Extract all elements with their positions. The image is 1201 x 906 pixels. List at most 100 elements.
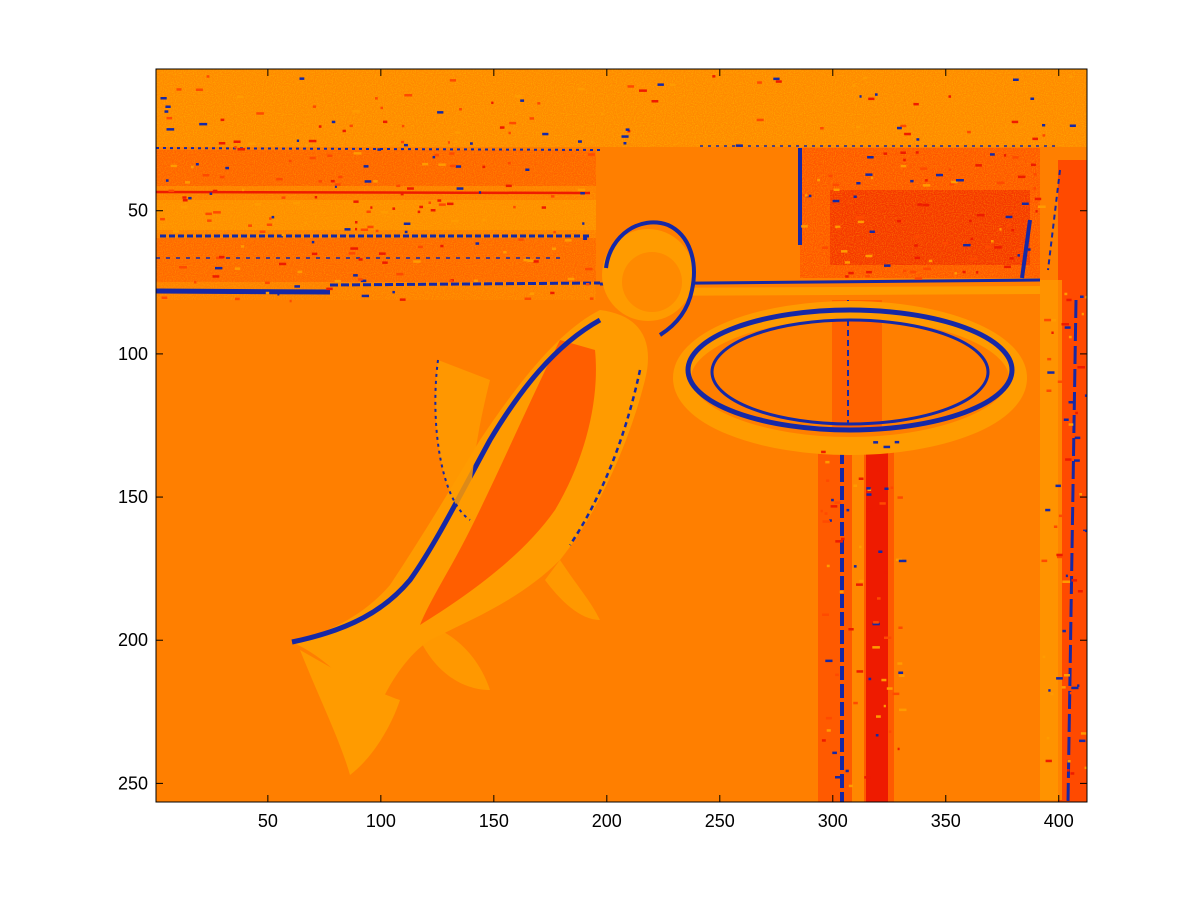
speckle (888, 730, 892, 733)
speckle (917, 203, 923, 206)
speckle (840, 537, 845, 541)
speckle (491, 101, 494, 105)
speckle (884, 487, 889, 490)
speckle (518, 238, 524, 241)
speckle (404, 143, 408, 147)
speckle (856, 182, 861, 185)
speckle (877, 470, 880, 473)
speckle (459, 108, 462, 111)
speckle (853, 565, 857, 568)
speckle (161, 296, 168, 299)
y-tick-label: 150 (118, 487, 148, 507)
speckle (923, 267, 931, 271)
speckle (185, 181, 190, 184)
speckle (1079, 531, 1085, 534)
shelf-edge-blue-6 (156, 190, 591, 195)
speckle (1047, 371, 1055, 374)
speckle (1064, 292, 1068, 296)
speckle (403, 222, 411, 225)
speckle (1056, 553, 1063, 557)
speckle (381, 211, 389, 214)
speckle (350, 247, 359, 250)
speckle (364, 180, 372, 183)
fish-tail (300, 650, 400, 775)
speckle (835, 776, 842, 779)
speckle (898, 674, 905, 677)
speckle (499, 126, 505, 129)
speckle (925, 179, 928, 182)
speckle (578, 140, 582, 143)
speckle (976, 214, 985, 217)
speckle (318, 180, 322, 183)
speckle (1031, 163, 1036, 167)
speckle (825, 716, 832, 720)
speckle (991, 240, 994, 243)
speckle (360, 279, 367, 283)
speckle (1077, 684, 1080, 687)
fish-pectoral-fin (545, 560, 600, 620)
speckle (165, 179, 169, 182)
speckle (529, 292, 535, 296)
speckle (853, 701, 858, 705)
speckle (305, 144, 308, 147)
speckle (309, 156, 316, 160)
speckle (883, 445, 891, 449)
speckle (288, 159, 292, 163)
speckle (219, 255, 225, 259)
speckle (1044, 318, 1052, 322)
speckle (209, 192, 213, 195)
speckle (900, 124, 907, 128)
speckle (865, 274, 870, 278)
speckle (430, 209, 436, 212)
speckle (553, 230, 556, 234)
ring-outer (685, 307, 1015, 433)
speckle (970, 237, 973, 241)
speckle (627, 85, 634, 88)
speckle (205, 212, 212, 216)
speckle (225, 166, 229, 170)
speckle (801, 225, 808, 228)
speckle (866, 487, 871, 490)
speckle (1046, 736, 1050, 740)
speckle (523, 258, 529, 262)
speckle (1034, 197, 1042, 201)
speckle (894, 440, 900, 444)
speckle (1021, 202, 1029, 205)
top-noise (156, 69, 1087, 147)
speckle (358, 278, 363, 281)
speckle (220, 118, 225, 122)
speckle (583, 237, 588, 240)
speckle (269, 217, 272, 220)
speckle (825, 659, 833, 663)
speckle (550, 195, 555, 198)
speckle (1062, 629, 1066, 633)
speckle (920, 167, 928, 170)
speckle (212, 275, 220, 278)
speckle (824, 512, 828, 515)
speckle (903, 269, 907, 273)
speckle (160, 217, 165, 221)
speckle (509, 121, 517, 125)
speckle (1079, 493, 1082, 496)
speckle (505, 184, 512, 188)
speckle (1079, 739, 1086, 743)
speckle (868, 97, 875, 101)
speckle (449, 164, 456, 168)
speckle (669, 83, 676, 87)
speckle (213, 211, 221, 214)
speckle (856, 125, 861, 129)
speckle (866, 508, 873, 512)
speckle (876, 715, 881, 718)
speckle (1017, 254, 1020, 257)
speckle (821, 739, 826, 742)
speckle (804, 194, 808, 197)
speckle (969, 257, 978, 261)
speckle (296, 139, 300, 142)
speckle (585, 267, 593, 271)
speckle (949, 183, 955, 186)
speckle (942, 242, 949, 245)
speckle (892, 692, 900, 696)
speckle-layer (160, 75, 1087, 788)
speckle (1080, 732, 1087, 735)
speckle (1068, 335, 1072, 339)
